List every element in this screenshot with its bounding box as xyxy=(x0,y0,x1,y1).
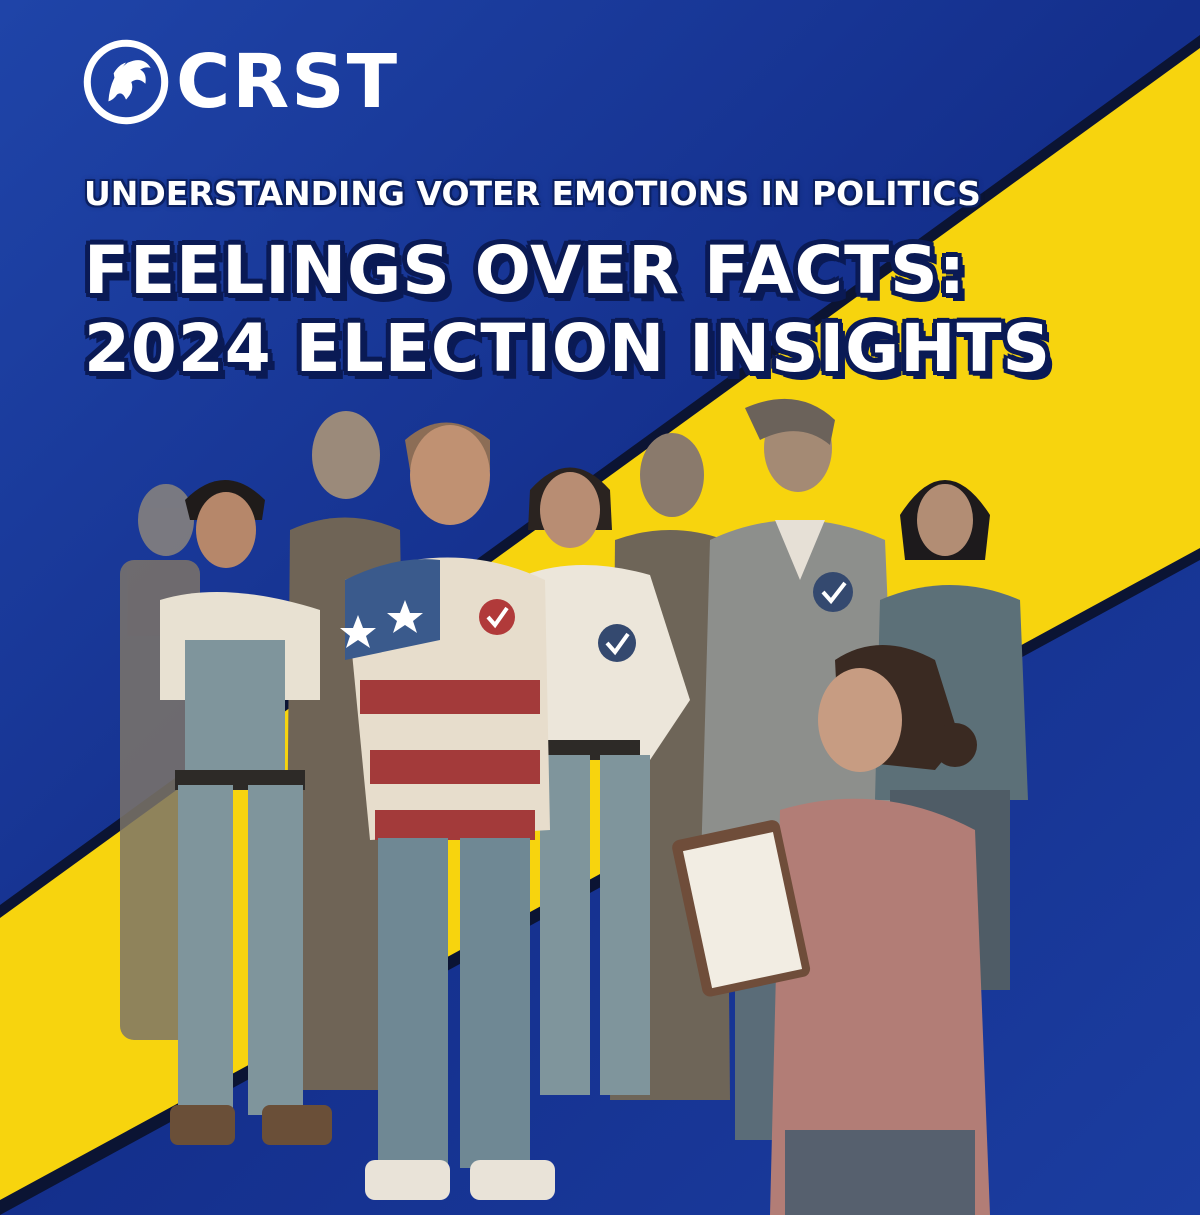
brand-logo[interactable]: CRST xyxy=(82,38,399,126)
brand-name: CRST xyxy=(176,39,400,125)
eagle-head-icon xyxy=(83,39,169,125)
figure-woman-center xyxy=(525,467,690,1095)
kicker-text: UNDERSTANDING VOTER EMOTIONS IN POLITICS xyxy=(84,174,981,213)
headline: FEELINGS OVER FACTS: 2024 ELECTION INSIG… xyxy=(84,232,1051,388)
headline-line-1: FEELINGS OVER FACTS: xyxy=(84,232,967,309)
headline-line-2: 2024 ELECTION INSIGHTS xyxy=(84,310,1052,387)
figure-woman-clipboard xyxy=(672,645,990,1215)
figure-man-flag-jacket xyxy=(340,422,555,1200)
figure-woman-overalls xyxy=(160,480,332,1145)
